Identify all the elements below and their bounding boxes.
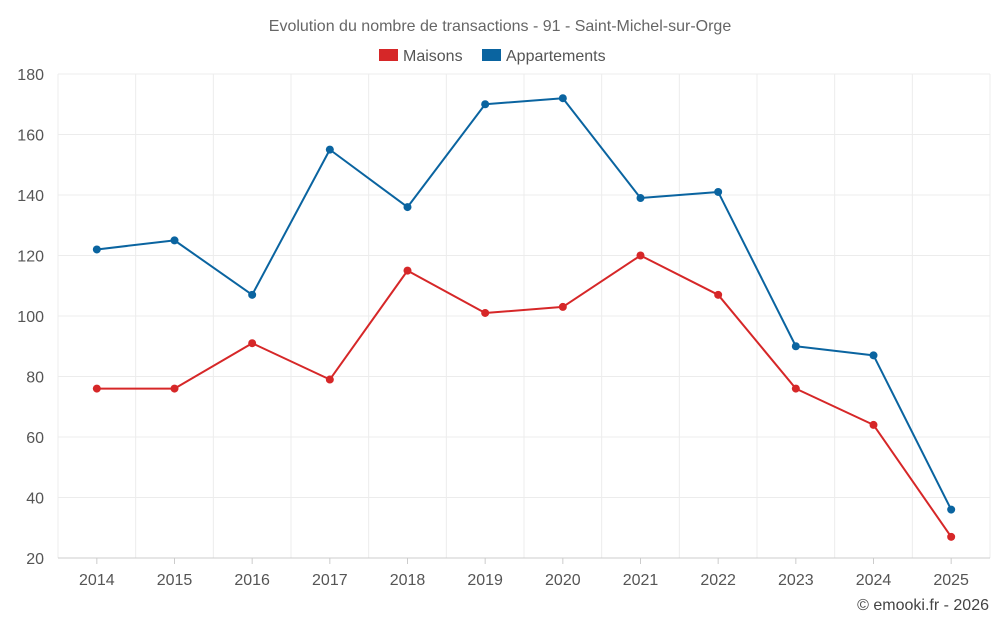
data-point-appartements[interactable] [791,342,800,351]
y-tick-label: 160 [17,128,44,145]
data-point-maisons[interactable] [403,266,412,275]
data-point-appartements[interactable] [481,100,490,109]
x-tick-label: 2015 [157,572,193,589]
data-point-maisons[interactable] [636,251,645,260]
data-point-appartements[interactable] [170,236,179,245]
x-tick-label: 2016 [234,572,270,589]
x-tick-label: 2018 [390,572,426,589]
data-point-appartements[interactable] [248,290,257,299]
series-appartements [92,94,956,514]
chart-title: Evolution du nombre de transactions - 91… [269,18,732,35]
x-tick-label: 2017 [312,572,348,589]
y-tick-label: 120 [17,249,44,266]
data-point-maisons[interactable] [170,384,179,393]
legend-label-appartements: Appartements [506,48,606,65]
legend-item-maisons[interactable]: Maisons [379,48,463,65]
data-point-appartements[interactable] [636,194,645,203]
data-point-appartements[interactable] [92,245,101,254]
data-point-appartements[interactable] [403,203,412,212]
data-point-maisons[interactable] [325,375,334,384]
y-tick-label: 140 [17,188,44,205]
series-group [92,94,956,541]
data-point-maisons[interactable] [869,420,878,429]
data-point-maisons[interactable] [558,302,567,311]
series-line-appartements [96,97,953,511]
data-point-maisons[interactable] [481,308,490,317]
data-point-maisons[interactable] [791,384,800,393]
y-tick-label: 40 [26,491,44,508]
data-point-appartements[interactable] [714,187,723,196]
data-point-appartements[interactable] [947,505,956,514]
x-tick-label: 2019 [467,572,503,589]
data-point-appartements[interactable] [325,145,334,154]
legend-swatch-appartements [482,49,501,61]
data-point-appartements[interactable] [869,351,878,360]
credit-text: © emooki.fr - 2026 [857,597,989,614]
legend-label-maisons: Maisons [403,48,463,65]
x-tick-label: 2025 [933,572,969,589]
legend: Maisons Appartements [379,48,606,65]
data-point-maisons[interactable] [947,532,956,541]
series-line-maisons [96,254,952,538]
series-maisons [92,251,956,541]
x-tick-label: 2021 [623,572,659,589]
y-tick-label: 80 [26,370,44,387]
x-tick-label: 2024 [856,572,892,589]
x-tick-label: 2020 [545,572,581,589]
y-tick-label: 20 [26,551,44,568]
y-tick-label: 100 [17,309,44,326]
x-tick-label: 2022 [700,572,736,589]
data-point-maisons[interactable] [92,384,101,393]
data-point-appartements[interactable] [558,94,567,103]
legend-item-appartements[interactable]: Appartements [482,48,606,65]
y-tick-label: 60 [26,430,44,447]
legend-swatch-maisons [379,49,398,61]
data-point-maisons[interactable] [248,339,257,348]
x-tick-label: 2023 [778,572,814,589]
x-axis: 2014 2015 2016 2017 2018 2019 2020 2021 2022 2023… [58,557,990,589]
data-point-maisons[interactable] [714,290,723,299]
gridlines [57,73,991,558]
y-tick-label: 180 [17,67,44,84]
x-tick-label: 2014 [79,572,115,589]
y-axis: 20 40 60 80 100 120 140 160 180 [17,67,44,568]
